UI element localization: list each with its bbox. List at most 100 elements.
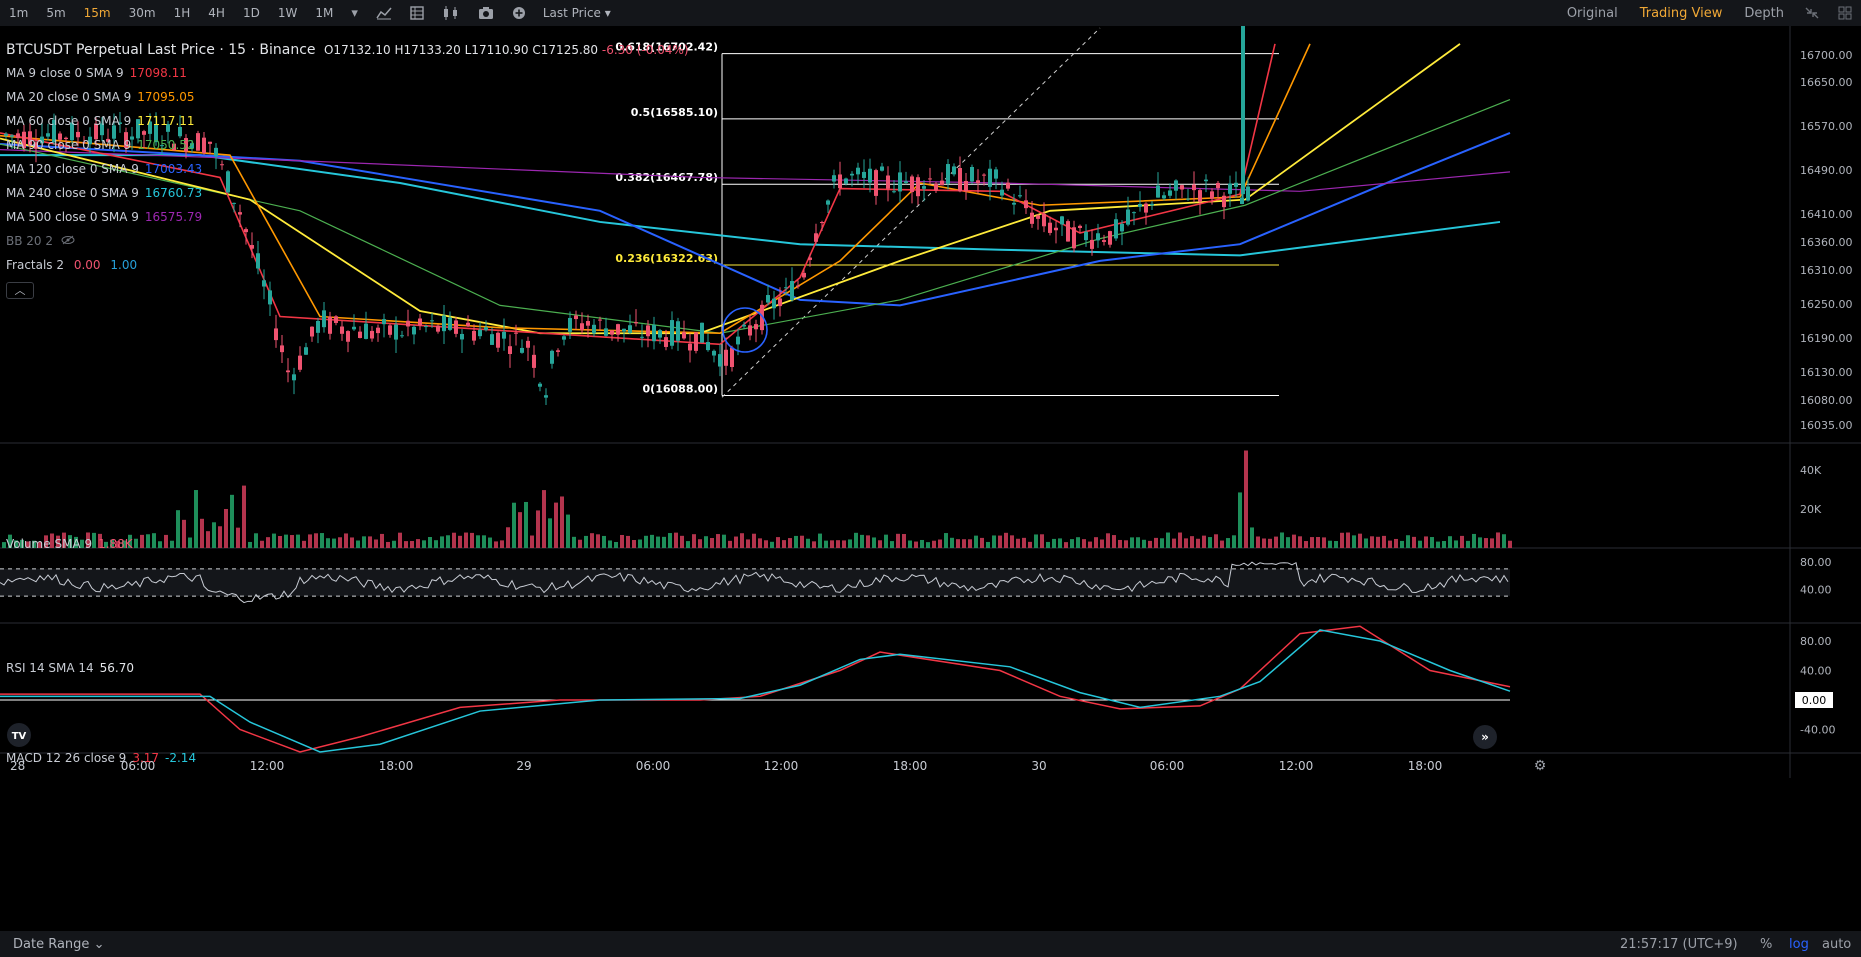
- volume-bar: [92, 532, 96, 548]
- candle-body: [388, 325, 392, 335]
- candle-body: [874, 170, 878, 196]
- collapse-legend-button[interactable]: ︿: [6, 282, 34, 299]
- timeframe-1d[interactable]: 1D: [242, 6, 260, 20]
- candle-body: [490, 334, 494, 345]
- candle-body: [424, 326, 428, 328]
- time-axis-label: 30: [1031, 759, 1046, 773]
- volume-bar: [1310, 537, 1314, 548]
- collapse-icon[interactable]: [1795, 6, 1829, 20]
- volume-bar: [446, 535, 450, 548]
- legend-bb[interactable]: BB 20 2: [6, 234, 75, 248]
- volume-bar: [1046, 541, 1050, 548]
- time-axis-label: 12:00: [250, 759, 285, 773]
- volume-bar: [1370, 536, 1374, 548]
- volume-bar: [950, 537, 954, 548]
- tab-trading-view[interactable]: Trading View: [1639, 5, 1723, 21]
- ma9-line: [0, 43, 1276, 346]
- candle-body: [40, 136, 44, 144]
- volume-bar: [938, 539, 942, 548]
- volume-bar: [752, 533, 756, 548]
- candle-body: [610, 330, 614, 335]
- indicators-icon[interactable]: [367, 6, 401, 20]
- timeframe-1h[interactable]: 1H: [173, 6, 191, 20]
- eye-off-icon[interactable]: [61, 234, 75, 248]
- volume-bar: [584, 535, 588, 548]
- volume-bar: [146, 534, 150, 548]
- timeframe-1M[interactable]: 1M: [315, 6, 334, 20]
- candle-body: [622, 328, 626, 332]
- volume-bar: [848, 539, 852, 548]
- candle-body: [478, 329, 482, 337]
- candle-body: [880, 166, 884, 171]
- chart-area[interactable]: 16700.00 16650.00 16570.00 16490.00 16410.00…: [0, 26, 1861, 931]
- legend-ma120[interactable]: MA 120 close 0 SMA 9 17003.43: [6, 162, 202, 176]
- candle-body: [784, 287, 788, 289]
- chevron-down-icon[interactable]: ▾: [351, 5, 358, 21]
- timeframe-30m[interactable]: 30m: [128, 6, 156, 20]
- chart-canvas[interactable]: 16700.00 16650.00 16570.00 16490.00 16410.00…: [0, 26, 1861, 931]
- candle-body: [958, 168, 962, 192]
- legend-ma90[interactable]: MA 90 close 0 SMA 9 17050.52: [6, 138, 195, 152]
- clock-display: 21:57:17 (UTC+9): [1620, 936, 1738, 952]
- tab-depth[interactable]: Depth: [1744, 5, 1784, 21]
- volume-bar: [26, 541, 30, 548]
- candle-body: [682, 332, 686, 339]
- grid-layout-icon[interactable]: [1829, 6, 1861, 20]
- candle-body: [712, 350, 716, 356]
- volume-bar: [1166, 532, 1170, 548]
- candle-body: [760, 304, 764, 331]
- scroll-realtime-button[interactable]: [1473, 725, 1497, 749]
- price-axis-label: 16130.00: [1800, 366, 1853, 379]
- legend-ma60[interactable]: MA 60 close 0 SMA 9 17117.11: [6, 114, 195, 128]
- legend-fractals[interactable]: Fractals 2 0.00 1.00: [6, 258, 137, 272]
- price-source-dropdown[interactable]: Last Price ▾: [542, 6, 611, 20]
- templates-icon[interactable]: [401, 6, 433, 20]
- volume-bar: [86, 532, 90, 548]
- symbol-title: BTCUSDT Perpetual Last Price · 15 · Bina…: [6, 42, 316, 58]
- timeframe-1m[interactable]: 1m: [9, 6, 29, 20]
- candle-style-icon[interactable]: [433, 6, 469, 20]
- fib-level-label: 0.5(16585.10): [631, 106, 718, 119]
- date-range-button[interactable]: Date Range ⌄: [13, 937, 104, 952]
- legend-ma9[interactable]: MA 9 close 0 SMA 9 17098.11: [6, 66, 187, 80]
- ma120-value: 17003.43: [144, 162, 203, 176]
- symbol-legend: BTCUSDT Perpetual Last Price · 15 · Bina…: [6, 42, 689, 58]
- timeframe-15m[interactable]: 15m: [83, 6, 111, 20]
- volume-bar: [428, 537, 432, 548]
- tab-original[interactable]: Original: [1566, 5, 1618, 21]
- volume-bar: [8, 534, 12, 548]
- volume-bar: [158, 541, 162, 548]
- candle-body: [802, 272, 806, 278]
- volume-bar: [1274, 536, 1278, 548]
- volume-bar: [1466, 540, 1470, 548]
- candle-body: [1030, 212, 1034, 224]
- price-axis-label: 16250.00: [1800, 298, 1853, 311]
- legend-ma500[interactable]: MA 500 close 0 SMA 9 16575.79: [6, 210, 202, 224]
- volume-bar: [1316, 536, 1320, 548]
- volume-bar: [350, 537, 354, 548]
- add-icon[interactable]: [503, 6, 535, 20]
- timeframe-4h[interactable]: 4H: [208, 6, 225, 20]
- volume-bar: [794, 535, 798, 548]
- volume-bar: [1412, 536, 1416, 548]
- candle-body: [430, 320, 434, 322]
- volume-bar: [1196, 538, 1200, 548]
- auto-toggle[interactable]: auto: [1822, 936, 1852, 952]
- legend-ma20[interactable]: MA 20 close 0 SMA 9 17095.05: [6, 90, 195, 104]
- candle-body: [1228, 183, 1232, 194]
- macd-axis-label: 80.00: [1800, 635, 1832, 648]
- volume-bar: [836, 540, 840, 548]
- volume-bar: [548, 518, 552, 548]
- volume-bar: [1208, 537, 1212, 548]
- candle-body: [988, 168, 992, 187]
- timeframe-5m[interactable]: 5m: [46, 6, 66, 20]
- ma90-value: 17050.52: [137, 138, 195, 152]
- legend-ma240[interactable]: MA 240 close 0 SMA 9 16760.73: [6, 186, 202, 200]
- percent-toggle[interactable]: %: [1760, 936, 1773, 952]
- volume-bar: [878, 540, 882, 548]
- log-toggle[interactable]: log: [1789, 936, 1809, 952]
- timeframe-1w[interactable]: 1W: [277, 6, 298, 20]
- volume-bar: [728, 540, 732, 548]
- camera-icon[interactable]: [469, 6, 503, 20]
- candle-body: [22, 131, 26, 149]
